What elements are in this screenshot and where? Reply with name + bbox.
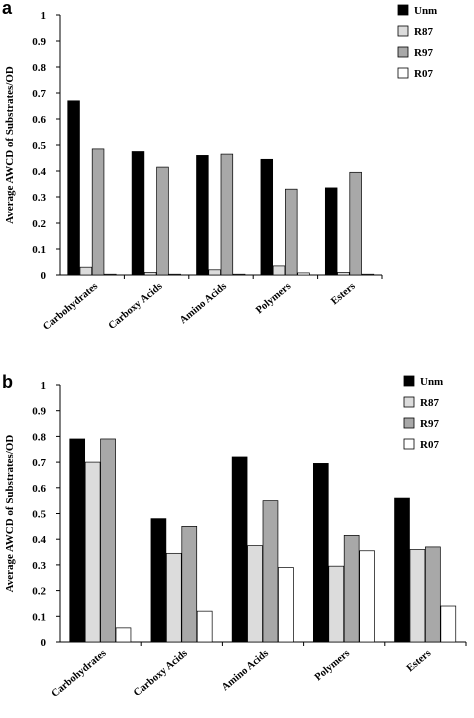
bar-r87-carboxy-acids <box>166 552 182 643</box>
bar-r07-polymers <box>359 550 375 643</box>
bar-r07-carbohydrates <box>115 627 132 643</box>
bar-unm-carbohydrates <box>69 438 86 643</box>
y-tick-label: 0 <box>41 270 47 282</box>
bar-unm-polymers <box>260 158 274 276</box>
chart-panel-b: b 0 0.1 0.2 0.3 0.4 0.5 0.6 0.7 0.8 0.9 1 Average AW… <box>2 372 467 700</box>
y-axis-label: Average AWCD of Substrates/OD <box>4 435 16 593</box>
panel-letter: b <box>2 372 13 392</box>
y-tick-label: 1 <box>41 380 47 392</box>
bar-unm-polymers <box>312 463 329 643</box>
legend-swatch-r07 <box>403 438 415 450</box>
bar-r87-carbohydrates <box>79 266 93 276</box>
y-tick-label: 0.9 <box>32 406 46 418</box>
x-tick-label: Amino Acids <box>220 648 271 693</box>
legend-swatch-r97 <box>403 417 415 429</box>
bar-r87-carbohydrates <box>84 461 101 643</box>
bars <box>69 438 457 643</box>
x-tick-label: Carboxy Acids <box>132 648 190 699</box>
y-tick-label: 0.8 <box>32 62 46 74</box>
y-tick-label: 0.1 <box>32 611 46 623</box>
x-tick-label: Esters <box>329 281 358 307</box>
bar-r97-esters <box>349 171 362 276</box>
bar-r97-amino-acids <box>220 153 234 276</box>
chart-panel-a: a 0 0.1 0.2 0.3 0.4 0.5 0.6 0.7 0.8 0.9 1 Average AW… <box>2 0 437 333</box>
bar-r97-carbohydrates <box>91 148 105 276</box>
bar-r07-esters <box>361 273 375 276</box>
bar-r07-esters <box>440 605 457 643</box>
bar-r07-carboxy-acids <box>168 273 181 276</box>
bar-r07-carbohydrates <box>104 273 117 276</box>
y-tick-label: 0.1 <box>32 244 46 256</box>
legend-swatch-unm <box>403 375 415 387</box>
legend-label-unm: Unm <box>420 376 443 388</box>
y-tick-label: 0.4 <box>32 166 46 178</box>
legend-swatch-r97 <box>397 46 409 58</box>
legend-label-r87: R87 <box>414 26 433 38</box>
y-tick-label: 0.3 <box>32 192 46 204</box>
bar-r87-amino-acids <box>247 545 263 643</box>
bar-r87-esters <box>409 549 426 643</box>
x-tick-label: Carbohydrates <box>50 648 109 700</box>
bar-r87-amino-acids <box>208 269 221 276</box>
legend-label-r07: R07 <box>420 439 439 451</box>
bar-r97-carboxy-acids <box>181 525 198 643</box>
bar-r97-carboxy-acids <box>156 166 169 276</box>
x-tick-label: Polymers <box>254 281 293 316</box>
bar-r97-carbohydrates <box>100 438 116 643</box>
legend: Unm R87 R97 R07 <box>397 4 437 80</box>
bar-unm-carboxy-acids <box>131 151 145 276</box>
y-tick-label: 0.2 <box>32 586 46 598</box>
y-tick-label: 0.5 <box>32 509 46 521</box>
bar-r07-polymers <box>297 272 310 276</box>
y-tick-label: 0.6 <box>32 114 46 126</box>
x-tick-label: Esters <box>405 648 434 674</box>
legend-swatch-r07 <box>397 67 409 79</box>
x-tick-label: Polymers <box>313 648 352 683</box>
legend-swatch-r87 <box>397 25 409 37</box>
bar-unm-esters <box>394 497 410 643</box>
bar-r97-polymers <box>285 188 298 276</box>
legend-label-r87: R87 <box>420 397 439 409</box>
y-tick-label: 0.7 <box>32 457 46 469</box>
y-tick-label: 0.6 <box>32 483 46 495</box>
y-tick-label: 0 <box>41 637 47 649</box>
bar-r87-esters <box>337 272 350 276</box>
legend: Unm R87 R97 R07 <box>403 375 443 451</box>
legend-swatch-unm <box>397 4 409 16</box>
legend-label-r07: R07 <box>414 68 433 80</box>
bar-r87-polymers <box>328 565 345 643</box>
bar-r97-polymers <box>343 534 360 643</box>
y-tick-label: 0.4 <box>32 534 46 546</box>
bars <box>67 100 375 276</box>
y-tick-label: 1 <box>41 10 47 22</box>
x-tick-label: Carbohydrates <box>41 281 100 333</box>
x-tick-label: Amino Acids <box>178 281 229 326</box>
bar-r87-polymers <box>272 265 286 276</box>
bar-r97-amino-acids <box>262 500 279 643</box>
bar-r87-carboxy-acids <box>144 272 157 276</box>
y-tick-label: 0.2 <box>32 218 46 230</box>
panel-letter: a <box>2 0 13 18</box>
bar-r97-esters <box>425 546 441 643</box>
bar-unm-carboxy-acids <box>150 518 167 643</box>
bar-unm-amino-acids <box>231 456 248 643</box>
legend-label-r97: R97 <box>420 418 439 430</box>
bar-unm-esters <box>324 187 338 276</box>
y-tick-label: 0.8 <box>32 431 46 443</box>
bar-unm-carbohydrates <box>67 100 80 276</box>
bar-r07-amino-acids <box>232 273 246 276</box>
bar-r07-carboxy-acids <box>196 610 213 643</box>
legend-label-unm: Unm <box>414 5 437 17</box>
y-tick-label: 0.7 <box>32 88 46 100</box>
y-tick-label: 0.3 <box>32 560 46 572</box>
bar-unm-amino-acids <box>196 155 209 276</box>
bar-r07-amino-acids <box>278 567 294 643</box>
y-tick-label: 0.9 <box>32 36 46 48</box>
legend-label-r97: R97 <box>414 47 433 59</box>
x-tick-label: Carboxy Acids <box>107 281 165 332</box>
y-axis-label: Average AWCD of Substrates/OD <box>4 66 16 224</box>
legend-swatch-r87 <box>403 396 415 408</box>
y-tick-label: 0.5 <box>32 140 46 152</box>
